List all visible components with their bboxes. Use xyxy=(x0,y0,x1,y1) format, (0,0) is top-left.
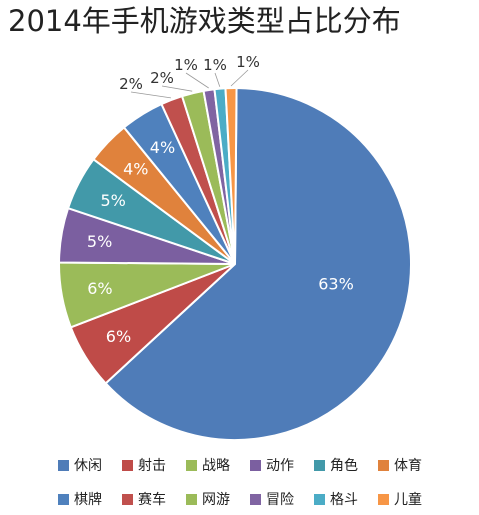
legend-item-7: 棋牌 xyxy=(58,489,122,509)
legend-label: 射击 xyxy=(138,458,166,474)
legend-item-8: 赛车 xyxy=(122,489,186,509)
legend-label: 体育 xyxy=(394,458,422,474)
slice-label-1: 63% xyxy=(318,275,354,294)
leader-line-9 xyxy=(161,85,193,92)
legend-swatch xyxy=(122,493,133,505)
legend-item-12: 儿童 xyxy=(378,489,442,509)
legend-swatch xyxy=(250,493,261,505)
legend-swatch xyxy=(122,459,133,471)
legend-swatch xyxy=(378,459,389,471)
slice-label-9: 2% xyxy=(150,69,174,87)
legend-label: 赛车 xyxy=(138,492,166,508)
chart-title: 2014年手机游戏类型占比分布 xyxy=(8,4,401,38)
leader-line-11 xyxy=(214,72,221,87)
legend-label: 格斗 xyxy=(330,492,358,508)
slice-label-8: 2% xyxy=(119,75,143,93)
legend-label: 冒险 xyxy=(266,492,294,508)
slice-label-10: 1% xyxy=(174,56,198,74)
slice-label-3: 6% xyxy=(87,279,112,298)
legend-swatch xyxy=(58,459,69,471)
legend-swatch xyxy=(58,493,69,505)
slice-label-2: 6% xyxy=(106,327,131,346)
legend-item-9: 网游 xyxy=(186,489,250,509)
slice-label-12: 1% xyxy=(236,53,260,71)
legend-item-5: 角色 xyxy=(314,455,378,475)
legend-item-4: 动作 xyxy=(250,455,314,475)
slice-label-4: 5% xyxy=(87,232,112,251)
pie-slice-12 xyxy=(224,87,238,265)
legend-label: 角色 xyxy=(330,458,358,474)
slice-label-11: 1% xyxy=(203,56,227,74)
leader-line-8 xyxy=(130,91,171,99)
legend-swatch xyxy=(186,459,197,471)
legend-swatch xyxy=(250,459,261,471)
pie-slice-1 xyxy=(104,86,412,441)
legend-swatch xyxy=(314,459,325,471)
legend-label: 儿童 xyxy=(394,492,422,508)
slice-label-7: 4% xyxy=(150,138,175,157)
legend-item-10: 冒险 xyxy=(250,489,314,509)
legend-label: 棋牌 xyxy=(74,492,102,508)
legend-item-3: 战略 xyxy=(186,455,250,475)
legend-item-2: 射击 xyxy=(122,455,186,475)
legend-swatch xyxy=(314,493,325,505)
slice-label-6: 4% xyxy=(123,160,148,179)
legend-label: 战略 xyxy=(202,458,230,474)
legend-item-11: 格斗 xyxy=(314,489,378,509)
legend-label: 网游 xyxy=(202,492,230,508)
legend-label: 休闲 xyxy=(74,458,102,474)
legend-swatch xyxy=(378,493,389,505)
slice-label-5: 5% xyxy=(101,191,126,210)
leader-line-12 xyxy=(230,69,249,87)
legend-label: 动作 xyxy=(266,458,294,474)
legend-item-1: 休闲 xyxy=(58,455,122,475)
legend-item-6: 体育 xyxy=(378,455,442,475)
legend: 休闲 射击 战略 动作 角色 体育棋牌 赛车 网游 冒险 格斗 儿童 xyxy=(58,455,458,509)
legend-swatch xyxy=(186,493,197,505)
leader-line-10 xyxy=(185,72,209,89)
